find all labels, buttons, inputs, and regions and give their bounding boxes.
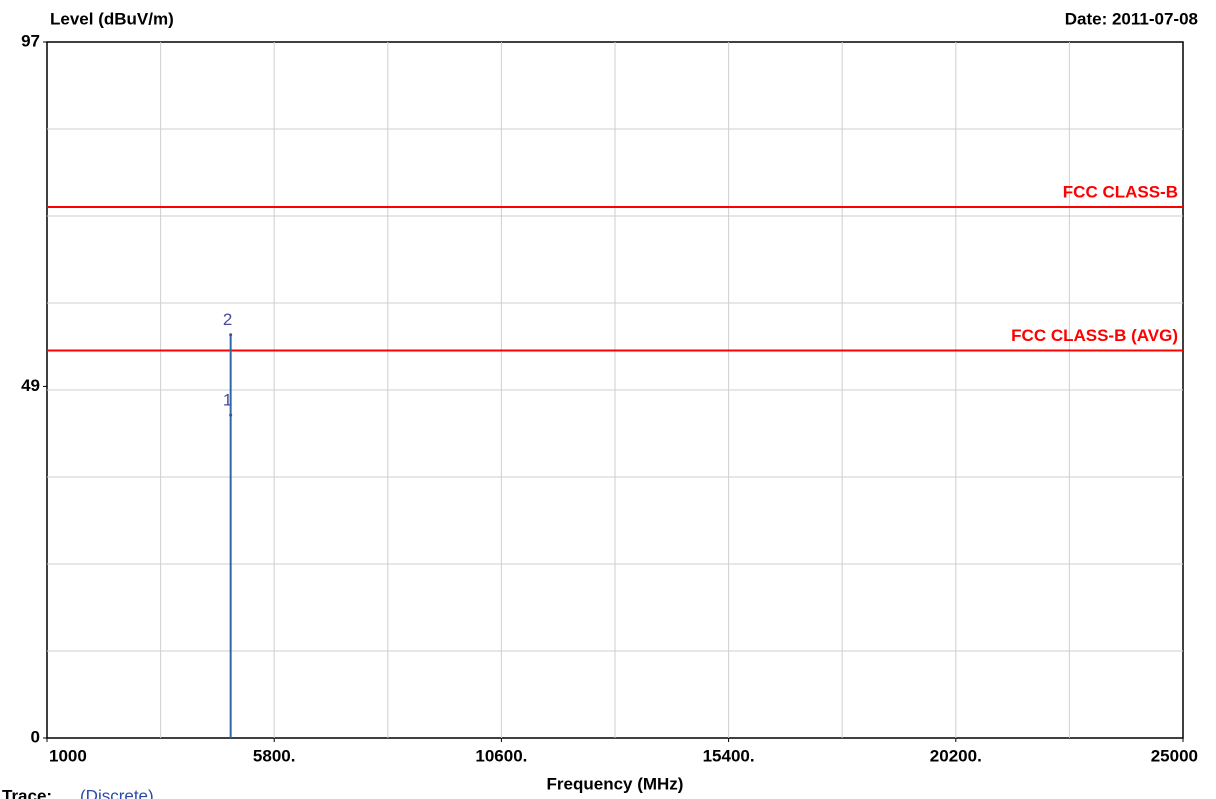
marker-label: 1 <box>223 391 232 410</box>
y-tick-label: 49 <box>21 376 40 395</box>
trace-mode: (Discrete) <box>80 786 154 799</box>
x-tick-label: 25000 <box>1151 746 1198 765</box>
marker-point <box>229 413 233 417</box>
y-tick-label: 97 <box>21 31 40 50</box>
trace-label: Trace: <box>2 786 52 799</box>
limit-label: FCC CLASS-B (AVG) <box>1011 326 1178 345</box>
y-axis-label: Level (dBuV/m) <box>50 9 174 28</box>
x-tick-label: 15400. <box>703 746 755 765</box>
y-tick-label: 0 <box>31 727 40 746</box>
x-tick-label: 5800. <box>253 746 296 765</box>
x-axis-label: Frequency (MHz) <box>547 774 684 793</box>
x-tick-label: 20200. <box>930 746 982 765</box>
x-tick-label: 10600. <box>475 746 527 765</box>
marker-label: 2 <box>223 310 232 329</box>
date: Date: 2011-07-08 <box>1065 9 1198 28</box>
limit-label: FCC CLASS-B <box>1063 183 1178 202</box>
x-tick-label: 1000 <box>49 746 87 765</box>
marker-point <box>229 333 233 337</box>
